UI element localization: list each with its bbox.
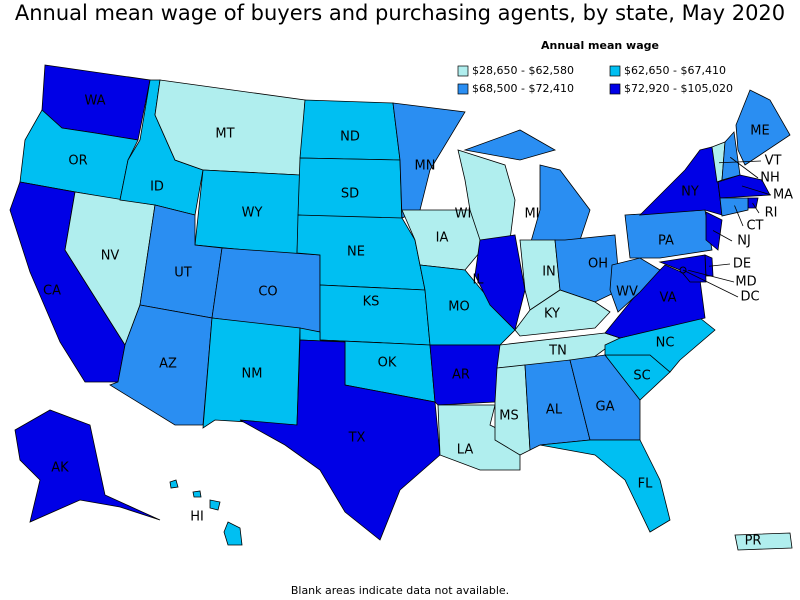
legend-label: $62,650 - $67,410 [624, 64, 726, 77]
state-label: SC [633, 369, 650, 384]
state-label: ND [340, 130, 360, 145]
state-shape [539, 439, 671, 533]
state-label: PA [658, 234, 674, 249]
leader-line [734, 205, 744, 227]
legend-label: $28,650 - $62,580 [472, 64, 574, 77]
legend-label: $72,920 - $105,020 [624, 82, 733, 95]
state-label: WY [242, 206, 263, 221]
state-label: AK [51, 461, 69, 476]
state-label: AL [546, 403, 563, 418]
state-label: MI [524, 207, 539, 222]
state-label: NE [347, 245, 365, 260]
state-shape [223, 521, 243, 546]
state-label: ID [150, 180, 164, 195]
state-label: KY [544, 307, 560, 322]
state-shape [209, 499, 221, 511]
state-shape [429, 344, 501, 406]
state-label: SD [341, 187, 359, 202]
state-labels: WA OR CA NV ID MT WY UT AZ CO NM ND SD NE KS OK TX MN IA MO… [43, 94, 793, 549]
legend-swatch [457, 83, 469, 95]
state-label: IL [472, 273, 484, 288]
state-label: MN [415, 159, 436, 174]
state-shape [735, 89, 791, 166]
leader-line [730, 156, 759, 179]
state-label: IN [542, 265, 556, 280]
state-label: VT [765, 154, 782, 169]
state-label: OK [378, 356, 397, 371]
state-label: CA [43, 284, 61, 299]
leader-line [718, 160, 762, 164]
state-label: NJ [737, 234, 751, 249]
state-label: MS [499, 409, 518, 424]
state-shape [192, 490, 202, 498]
state-label: UT [174, 266, 192, 281]
state-label: AZ [159, 357, 177, 372]
legend-swatch [609, 83, 621, 95]
state-label: DE [733, 257, 751, 272]
legend-swatch [457, 65, 469, 77]
state-label: NV [101, 249, 120, 264]
state-label: PR [745, 534, 762, 549]
state-label: MT [215, 127, 234, 142]
state-label: IA [436, 231, 449, 246]
legend-title: Annual mean wage [541, 39, 659, 52]
state-shape [463, 129, 557, 161]
leader-line [682, 269, 739, 298]
legend-label: $68,500 - $72,410 [472, 82, 574, 95]
footnote: Blank areas indicate data not available. [291, 584, 509, 597]
state-shape [239, 339, 441, 541]
state-shape [514, 289, 611, 337]
legend-swatch [609, 65, 621, 77]
state-shape [638, 146, 723, 216]
state-label: TN [548, 344, 567, 359]
state-label: RI [765, 206, 778, 221]
leader-line [752, 202, 760, 214]
state-label: WV [616, 285, 638, 300]
state-label: OR [68, 154, 87, 169]
state-shape [14, 409, 161, 523]
state-label: NH [760, 171, 780, 186]
state-label: HI [190, 510, 204, 525]
state-label: LA [457, 443, 474, 458]
state-label: NM [242, 367, 263, 382]
state-label: TX [348, 431, 366, 446]
state-label: MA [773, 188, 793, 203]
state-label: CT [746, 219, 763, 234]
state-label: MD [735, 275, 756, 290]
leader-line [688, 269, 735, 283]
states [9, 64, 793, 551]
state-label: WA [84, 94, 105, 109]
leader-line [712, 230, 733, 242]
state-label: ME [750, 124, 769, 139]
state-label: NY [681, 185, 699, 200]
state-label: KS [363, 295, 380, 310]
state-label: OH [588, 257, 608, 272]
state-label: VA [660, 291, 677, 306]
state-label: CO [258, 285, 277, 300]
state-label: WI [455, 207, 472, 222]
state-shape [747, 197, 759, 209]
state-label: MO [448, 300, 469, 315]
state-label: GA [596, 400, 615, 415]
leader-line [708, 263, 731, 267]
state-shape [734, 532, 793, 551]
state-shape [529, 164, 591, 246]
map-title: Annual mean wage of buyers and purchasin… [15, 1, 785, 25]
state-label: DC [740, 290, 759, 305]
state-shape [169, 479, 179, 489]
state-label: AR [452, 368, 470, 383]
state-label: NC [656, 336, 675, 351]
leader-line [741, 185, 772, 196]
state-label: FL [638, 477, 653, 492]
state-shape [719, 197, 749, 217]
state-shape [704, 254, 714, 277]
